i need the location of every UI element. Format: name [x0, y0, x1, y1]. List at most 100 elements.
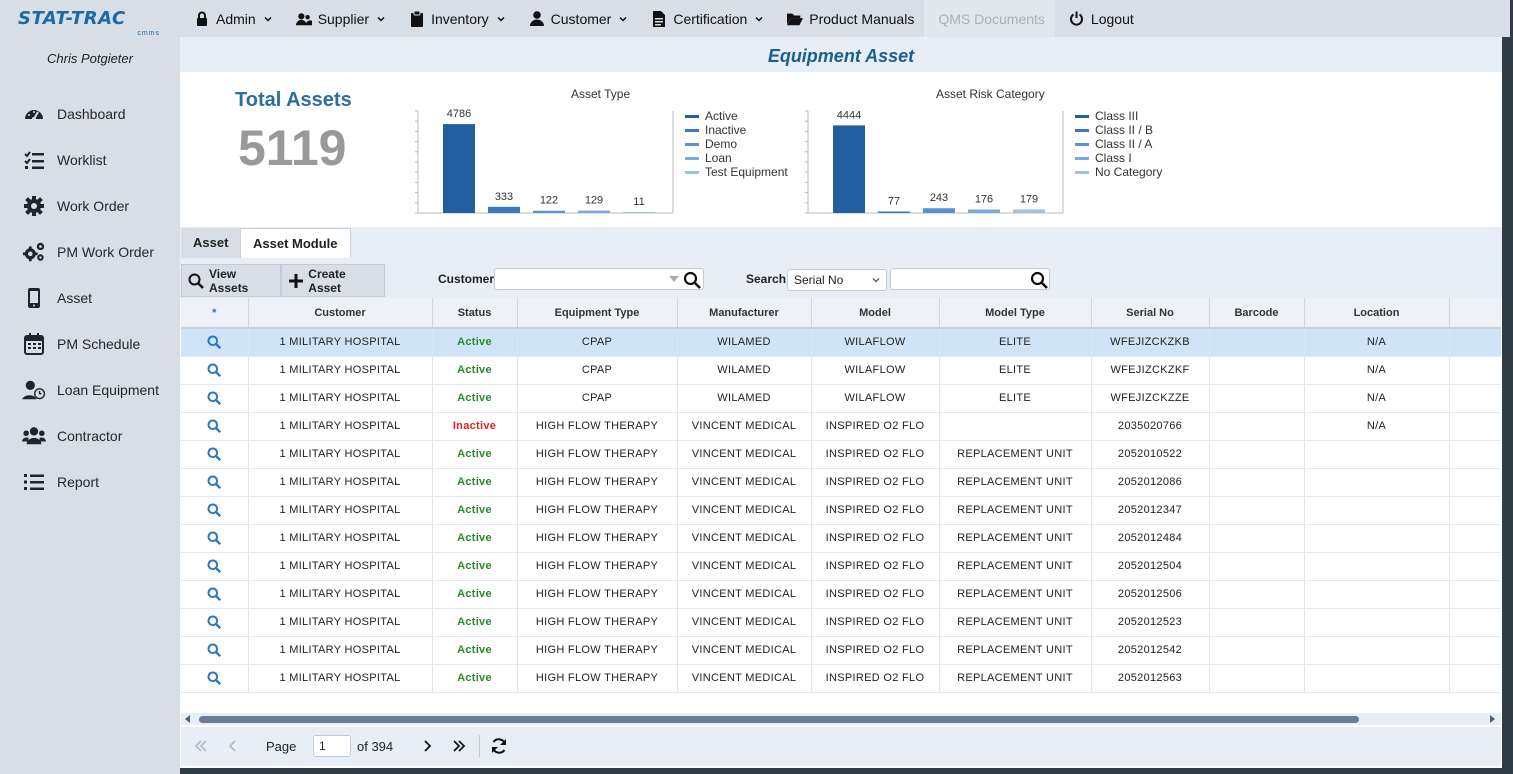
page-number-input[interactable]: 1 [313, 735, 351, 757]
app-logo[interactable]: STAT-TRAC cmms [18, 8, 168, 38]
menu-logout[interactable]: Logout [1055, 0, 1144, 37]
tab-asset[interactable]: Asset [181, 228, 241, 258]
sidebar-item-pm-work-order[interactable]: PM Work Order [0, 232, 180, 272]
table-row[interactable]: 1 MILITARY HOSPITAL Inactive HIGH FLOW THE… [181, 412, 1501, 441]
cell-customer: 1 MILITARY HOSPITAL [248, 580, 433, 609]
sidebar-item-label: PM Schedule [57, 336, 141, 352]
tabs-strip [180, 227, 1502, 258]
table-row[interactable]: 1 MILITARY HOSPITAL Active HIGH FLOW THERA… [181, 468, 1501, 497]
table-row[interactable]: 1 MILITARY HOSPITAL Active CPAP WILAMED WILA… [181, 384, 1501, 413]
bar-class-ii-b [878, 211, 910, 213]
sidebar-item-asset[interactable]: Asset [0, 278, 180, 318]
search-icon[interactable] [207, 419, 222, 433]
menu-inventory[interactable]: Inventory [395, 0, 515, 37]
table-row[interactable]: 1 MILITARY HOSPITAL Active HIGH FLOW THERA… [181, 496, 1501, 525]
search-submit-icon[interactable] [1030, 271, 1048, 289]
menu-customer[interactable]: Customer [515, 0, 638, 37]
search-icon[interactable] [207, 475, 222, 489]
search-icon[interactable] [207, 531, 222, 545]
table-row[interactable]: 1 MILITARY HOSPITAL Active CPAP WILAMED WILA… [181, 356, 1501, 385]
column-header-status[interactable]: Status [432, 298, 518, 329]
cell-manufacturer: VINCENT MEDICAL [677, 524, 812, 553]
search-icon[interactable] [207, 671, 222, 685]
refresh-button[interactable] [489, 737, 509, 755]
asset-table: * Customer Status Equipment Type Manufac… [181, 298, 1501, 693]
search-icon [188, 273, 204, 289]
table-body: 1 MILITARY HOSPITAL Active CPAP WILAMED WILA… [181, 328, 1501, 693]
legend-label: Inactive [705, 123, 747, 137]
table-row[interactable]: 1 MILITARY HOSPITAL Active HIGH FLOW THERA… [181, 580, 1501, 609]
search-icon[interactable] [207, 503, 222, 517]
legend-swatch [685, 171, 699, 174]
cell-status: Active [432, 608, 518, 637]
column-header-serial-no[interactable]: Serial No [1091, 298, 1210, 329]
previous-page-button[interactable] [223, 737, 243, 755]
column-header-manufacturer[interactable]: Manufacturer [677, 298, 812, 329]
table-row[interactable]: 1 MILITARY HOSPITAL Active HIGH FLOW THERA… [181, 524, 1501, 553]
search-icon[interactable] [207, 391, 222, 405]
sidebar-item-worklist[interactable]: Worklist [0, 140, 180, 180]
first-page-button[interactable] [191, 737, 211, 755]
tab-asset-module[interactable]: Asset Module [240, 228, 351, 258]
column-header-equipment-type[interactable]: Equipment Type [517, 298, 678, 329]
sidebar-item-dashboard[interactable]: Dashboard [0, 94, 180, 134]
search-input[interactable] [890, 268, 1050, 290]
search-icon[interactable] [207, 587, 222, 601]
sidebar-item-pm-schedule[interactable]: PM Schedule [0, 324, 180, 364]
column-header-model-type[interactable]: Model Type [939, 298, 1092, 329]
table-row[interactable]: 1 MILITARY HOSPITAL Active CPAP WILAMED WILA… [181, 328, 1501, 357]
sidebar-item-work-order[interactable]: Work Order [0, 186, 180, 226]
view-assets-button[interactable]: View Assets [181, 264, 281, 297]
horizontal-scrollbar[interactable] [181, 713, 1501, 725]
table-row[interactable]: 1 MILITARY HOSPITAL Active HIGH FLOW THERA… [181, 664, 1501, 693]
search-icon[interactable] [207, 363, 222, 377]
last-page-button[interactable] [449, 737, 469, 755]
menu-supplier[interactable]: Supplier [282, 0, 395, 37]
customer-filter-label: Customer [438, 272, 495, 286]
search-icon[interactable] [207, 559, 222, 573]
menu-product-manuals[interactable]: Product Manuals [773, 0, 924, 37]
sidebar-item-loan-equipment[interactable]: Loan Equipment [0, 370, 180, 410]
sidebar-item-label: Asset [57, 290, 93, 306]
create-asset-button[interactable]: Create Asset [281, 264, 385, 297]
next-page-button[interactable] [417, 737, 437, 755]
menu-certification[interactable]: Certification [637, 0, 773, 37]
search-icon[interactable] [207, 615, 222, 629]
sidebar-item-contractor[interactable]: Contractor [0, 416, 180, 456]
menu-admin[interactable]: Admin [180, 0, 282, 37]
cell-barcode [1209, 580, 1305, 609]
cell-serial-no: 2052012347 [1091, 496, 1210, 525]
table-row[interactable]: 1 MILITARY HOSPITAL Active HIGH FLOW THERA… [181, 440, 1501, 469]
search-by-select[interactable]: Serial No [787, 269, 887, 291]
cell-manufacturer: VINCENT MEDICAL [677, 664, 812, 693]
column-header-customer[interactable]: Customer [248, 298, 433, 329]
cell-equipment-type: HIGH FLOW THERAPY [517, 496, 678, 525]
mobile-device-icon [22, 286, 46, 310]
search-icon[interactable] [207, 447, 222, 461]
user-name: Chris Potgieter [47, 51, 133, 66]
search-icon[interactable] [207, 335, 222, 350]
table-row[interactable]: 1 MILITARY HOSPITAL Active HIGH FLOW THERA… [181, 636, 1501, 665]
cell-status: Active [432, 496, 518, 525]
customer-select[interactable] [494, 268, 704, 290]
customer-search-icon[interactable] [683, 271, 701, 289]
cell-model-type: REPLACEMENT UNIT [939, 468, 1092, 497]
cell-filler [1449, 608, 1501, 637]
column-header-location[interactable]: Location [1304, 298, 1450, 329]
cell-model: INSPIRED O2 FLO [811, 552, 940, 581]
scroll-left-icon[interactable] [183, 714, 193, 724]
cell-manufacturer: VINCENT MEDICAL [677, 608, 812, 637]
table-row[interactable]: 1 MILITARY HOSPITAL Active HIGH FLOW THERA… [181, 608, 1501, 637]
cell-customer: 1 MILITARY HOSPITAL [248, 496, 433, 525]
scrollbar-thumb[interactable] [199, 716, 1359, 723]
search-icon[interactable] [207, 643, 222, 657]
column-header-select[interactable]: * [181, 298, 249, 329]
cell-manufacturer: VINCENT MEDICAL [677, 412, 812, 441]
cell-serial-no: 2052012563 [1091, 664, 1210, 693]
column-header-model[interactable]: Model [811, 298, 940, 329]
cell-model-type [939, 412, 1092, 441]
column-header-barcode[interactable]: Barcode [1209, 298, 1305, 329]
sidebar-item-report[interactable]: Report [0, 462, 180, 502]
scroll-right-icon[interactable] [1487, 714, 1497, 724]
table-row[interactable]: 1 MILITARY HOSPITAL Active HIGH FLOW THERA… [181, 552, 1501, 581]
